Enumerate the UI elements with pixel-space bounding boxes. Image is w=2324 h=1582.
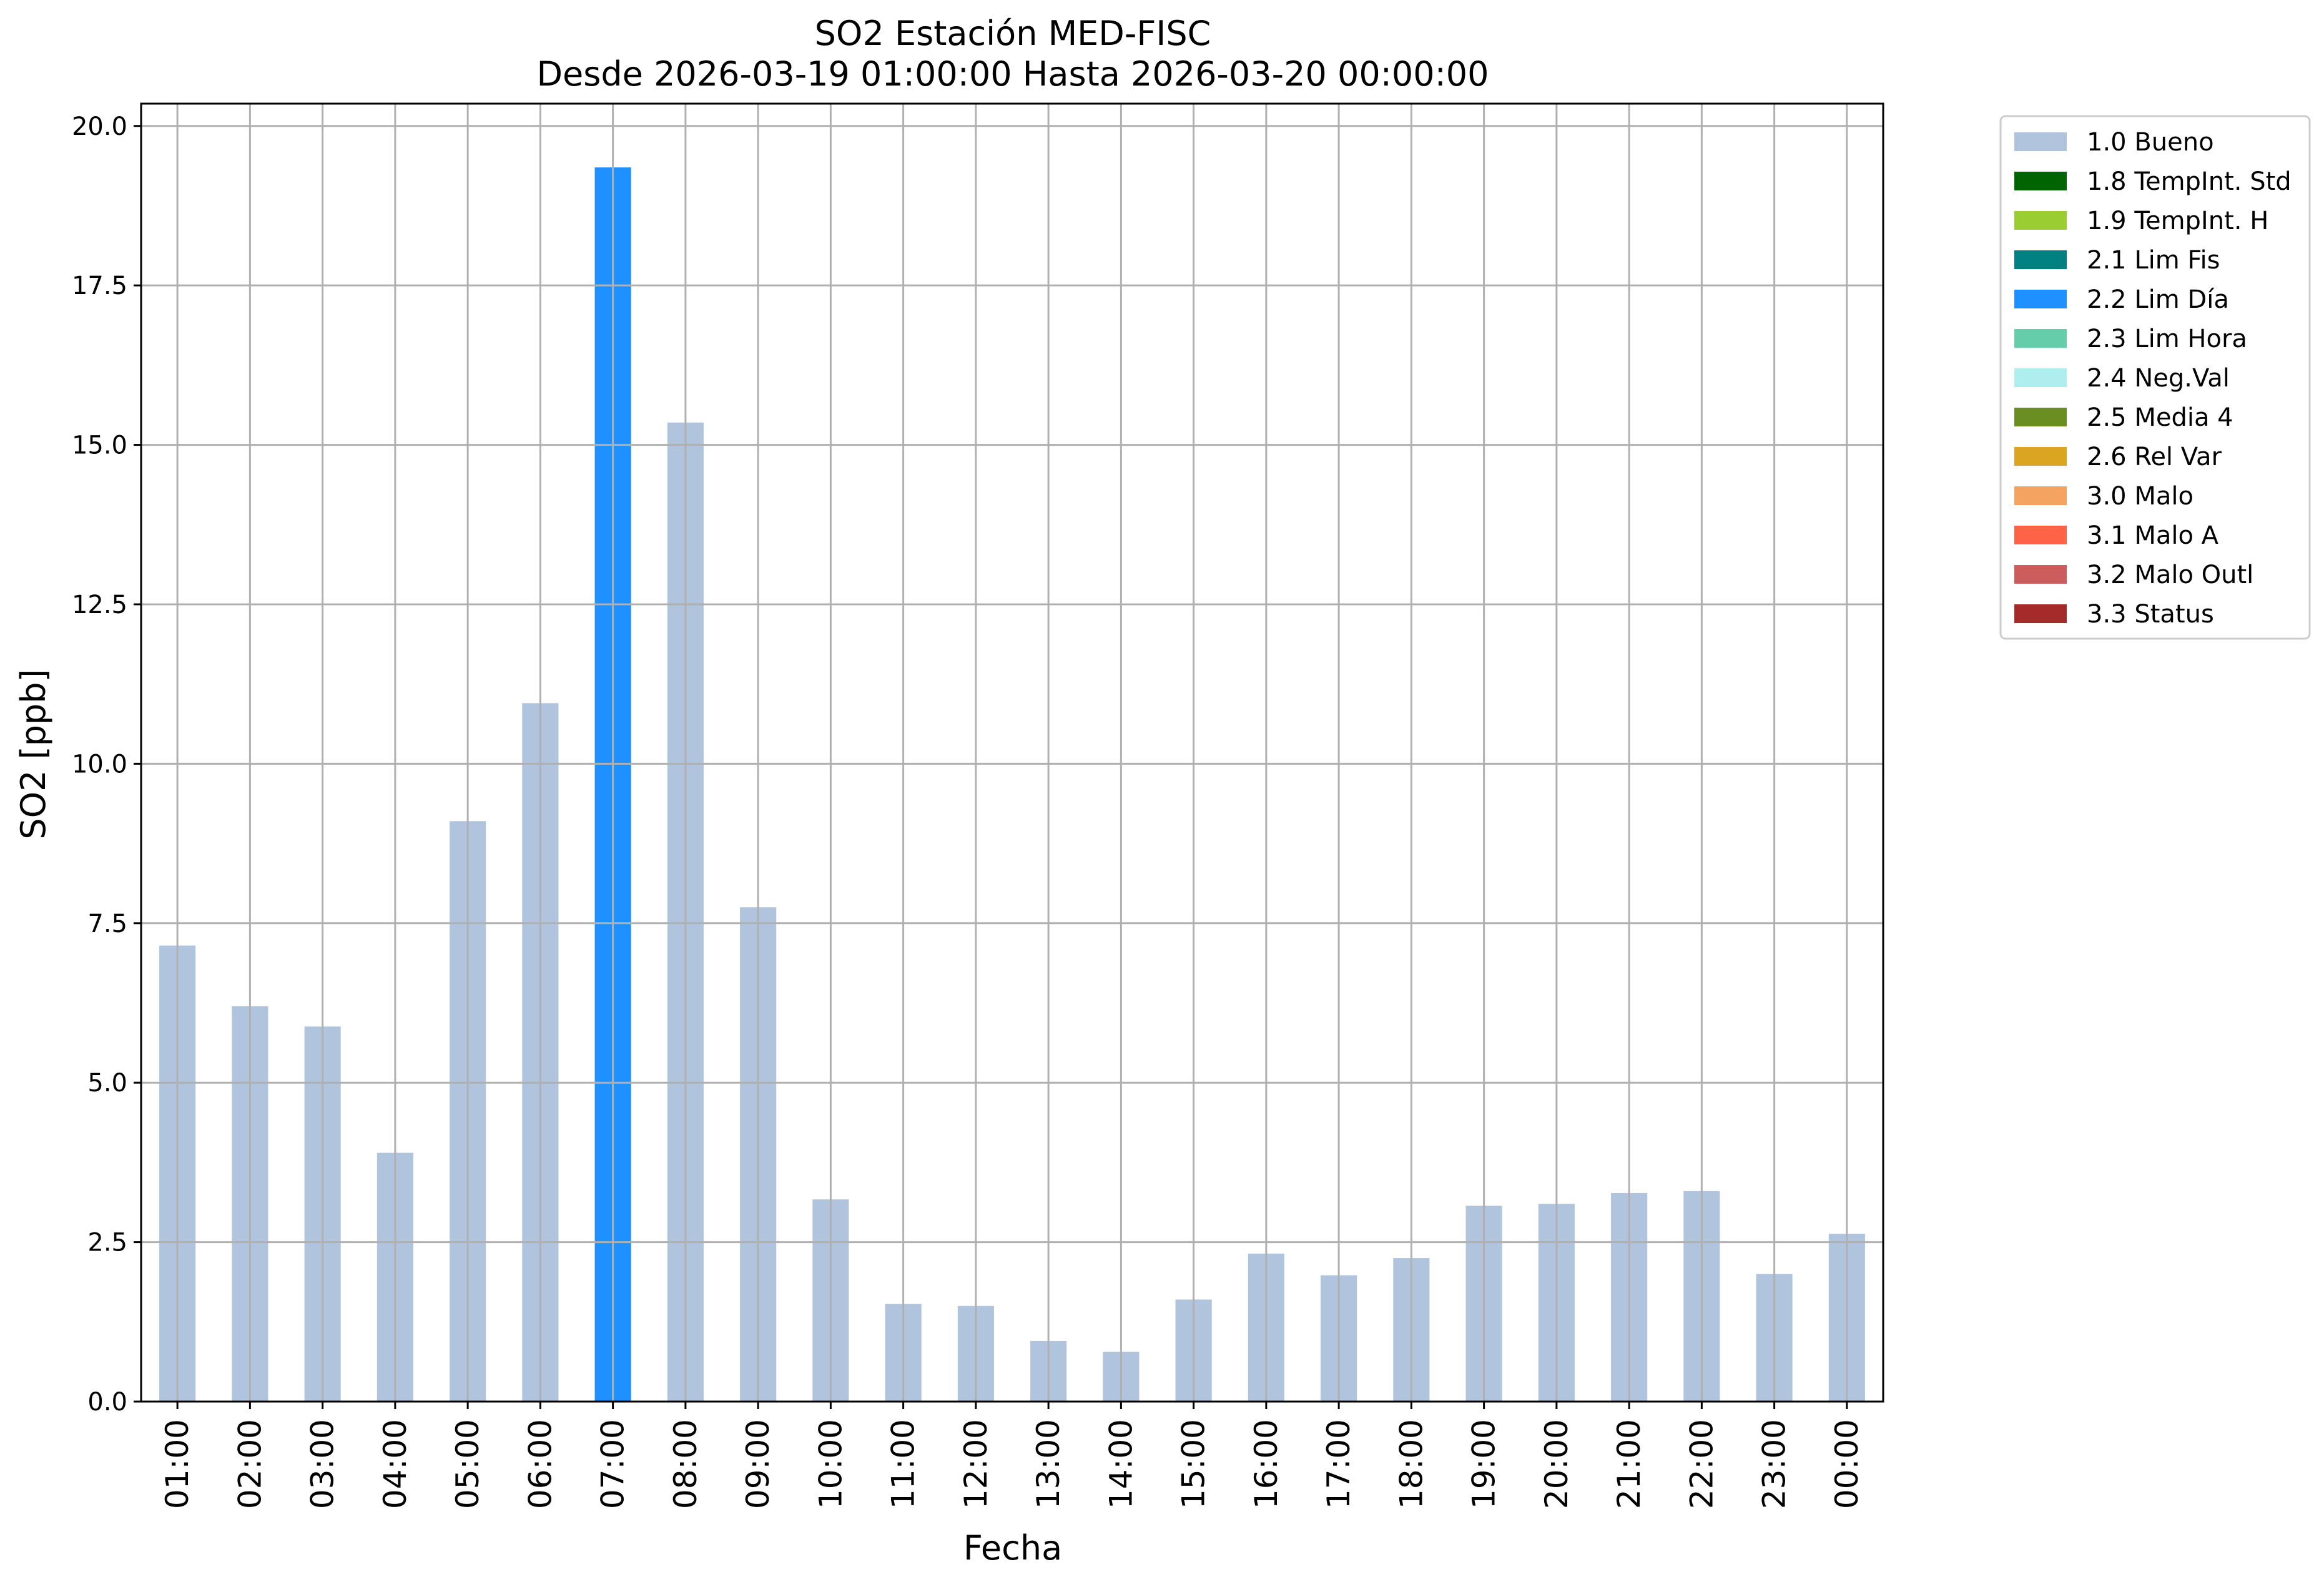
y-tick-label: 0.0 (87, 1388, 127, 1417)
legend-label: 2.6 Rel Var (2087, 443, 2222, 471)
legend-label: 3.3 Status (2087, 600, 2214, 629)
y-tick-label: 12.5 (72, 591, 127, 619)
x-tick-label: 22:00 (1683, 1419, 1720, 1509)
x-tick-label: 13:00 (1030, 1419, 1066, 1509)
legend-label: 1.8 TempInt. Std (2087, 167, 2292, 196)
legend-label: 3.1 Malo A (2087, 521, 2219, 550)
bars (159, 167, 1865, 1402)
x-tick-label: 06:00 (522, 1419, 558, 1509)
legend-swatch (2014, 211, 2067, 230)
legend-label: 3.0 Malo (2087, 482, 2194, 511)
x-tick-label: 03:00 (305, 1419, 341, 1509)
legend-swatch (2014, 250, 2067, 269)
legend-label: 2.4 Neg.Val (2087, 364, 2230, 393)
y-tick-label: 10.0 (72, 750, 127, 779)
legend-swatch (2014, 290, 2067, 308)
y-axis: 0.0 2.5 5.0 7.5 10.0 12.5 15.0 17.5 20.0 (72, 112, 141, 1417)
legend-swatch (2014, 447, 2067, 466)
x-tick-label: 18:00 (1393, 1419, 1429, 1509)
legend-swatch (2014, 486, 2067, 505)
x-tick-label: 01:00 (159, 1419, 195, 1509)
legend-label: 2.2 Lim Día (2087, 285, 2229, 314)
legend-swatch (2014, 368, 2067, 387)
y-tick-label: 5.0 (87, 1069, 127, 1098)
legend-swatch (2014, 408, 2067, 426)
x-tick-label: 04:00 (377, 1419, 413, 1509)
x-tick-label: 15:00 (1176, 1419, 1212, 1509)
x-tick-label: 20:00 (1539, 1419, 1575, 1509)
legend-label: 2.5 Media 4 (2087, 403, 2233, 432)
legend-swatch (2014, 526, 2067, 544)
legend-label: 1.0 Bueno (2087, 128, 2214, 157)
y-tick-label: 2.5 (87, 1229, 127, 1257)
x-tick-label: 17:00 (1321, 1419, 1357, 1509)
y-tick-label: 17.5 (72, 272, 127, 300)
legend-box (1999, 115, 2311, 640)
x-tick-label: 00:00 (1829, 1419, 1865, 1509)
x-tick-label: 19:00 (1466, 1419, 1502, 1509)
legend-swatch (2014, 132, 2067, 151)
x-tick-label: 09:00 (740, 1419, 776, 1509)
legend-label: 1.9 TempInt. H (2087, 207, 2268, 235)
legend-swatch (2014, 329, 2067, 348)
legend-swatch (2014, 172, 2067, 190)
plot-frame (140, 102, 1884, 1403)
x-tick-label: 10:00 (812, 1419, 849, 1509)
x-tick-label: 21:00 (1611, 1419, 1647, 1509)
x-tick-label: 23:00 (1756, 1419, 1793, 1509)
x-tick-label: 08:00 (667, 1419, 704, 1509)
x-axis: 01:00 02:00 03:00 04:00 05:00 06:00 07:00 08:00… (159, 1402, 1865, 1509)
grid-lines (141, 104, 1883, 1403)
y-axis-label: SO2 [ppb] (14, 669, 53, 839)
legend-label: 2.3 Lim Hora (2087, 325, 2247, 353)
x-tick-label: 07:00 (595, 1419, 631, 1509)
legend-label: 3.2 Malo Outl (2087, 561, 2253, 589)
x-tick-label: 12:00 (958, 1419, 994, 1509)
x-tick-label: 14:00 (1103, 1419, 1139, 1509)
legend-swatch (2014, 604, 2067, 623)
y-tick-label: 15.0 (72, 431, 127, 460)
legend: 1.0 Bueno 1.8 TempInt. Std 1.9 TempInt. H 2… (1999, 115, 2311, 640)
chart-title: SO2 Estación MED-FISC (815, 14, 1211, 53)
y-tick-label: 7.5 (87, 910, 127, 938)
x-tick-label: 11:00 (885, 1419, 922, 1509)
x-tick-label: 05:00 (450, 1419, 486, 1509)
legend-swatch (2014, 565, 2067, 584)
legend-label: 2.1 Lim Fis (2087, 246, 2220, 275)
chart-subtitle: Desde 2026-03-19 01:00:00 Hasta 2026-03-… (536, 54, 1489, 94)
x-axis-label: Fecha (963, 1528, 1062, 1568)
x-tick-label: 16:00 (1248, 1419, 1284, 1509)
y-tick-label: 20.0 (72, 112, 127, 141)
x-tick-label: 02:00 (232, 1419, 268, 1509)
